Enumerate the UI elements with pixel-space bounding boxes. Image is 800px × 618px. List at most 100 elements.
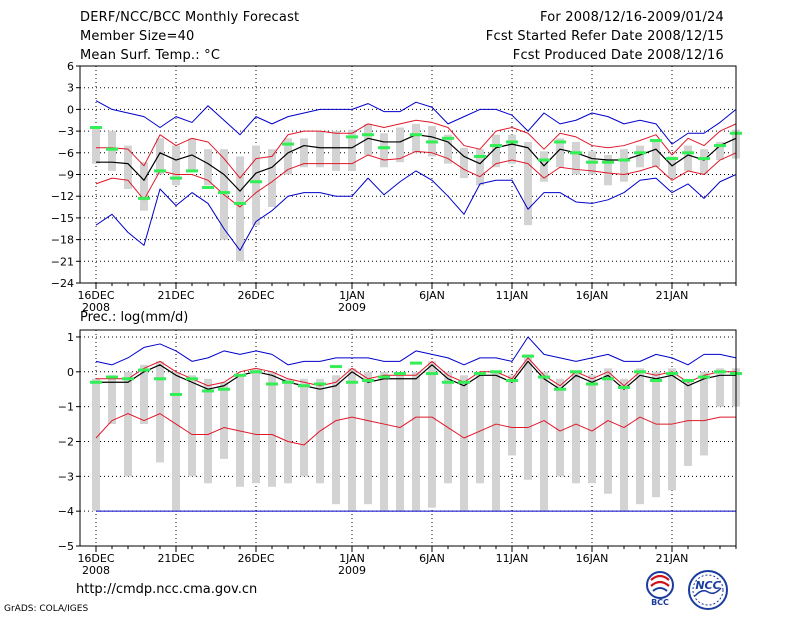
observed-marker bbox=[426, 140, 438, 144]
observed-marker bbox=[234, 373, 246, 377]
x-tick-year-label: 2008 bbox=[82, 301, 110, 314]
observed-marker bbox=[490, 144, 502, 148]
box-bar bbox=[700, 149, 708, 175]
observed-marker bbox=[634, 151, 646, 155]
observed-marker bbox=[698, 375, 710, 379]
observed-marker bbox=[634, 370, 646, 374]
y-tick-label: −15 bbox=[51, 212, 74, 225]
box-bar bbox=[492, 134, 500, 168]
observed-marker bbox=[682, 151, 694, 155]
observed-marker bbox=[90, 125, 102, 129]
observed-marker bbox=[522, 354, 534, 358]
box-bar bbox=[540, 151, 548, 182]
observed-marker bbox=[410, 361, 422, 365]
x-tick-label: 1JAN bbox=[339, 289, 365, 302]
lower-spread-line bbox=[95, 413, 736, 446]
box-bar bbox=[300, 138, 308, 168]
box-bar bbox=[92, 378, 100, 512]
bcc-logo: BCC bbox=[640, 568, 680, 610]
observed-marker bbox=[138, 196, 150, 200]
y-tick-label: 0 bbox=[67, 366, 74, 379]
observed-marker bbox=[698, 157, 710, 161]
observed-marker bbox=[90, 380, 102, 384]
variable-label: Mean Surf. Temp.: °C bbox=[80, 48, 221, 63]
upper-spread-line bbox=[96, 119, 737, 179]
box-bar bbox=[188, 375, 196, 477]
x-tick-label: 21DEC bbox=[157, 289, 194, 302]
observed-marker bbox=[602, 160, 614, 164]
box-bar bbox=[460, 147, 468, 179]
box-bar bbox=[380, 371, 388, 512]
ncc-logo-label: NCC bbox=[695, 579, 720, 592]
forecast-started-date: Fcst Started Refer Date 2008/12/15 bbox=[485, 29, 724, 44]
x-tick-label: 16DEC bbox=[77, 552, 114, 565]
box-bar bbox=[140, 364, 148, 425]
box-bar bbox=[524, 141, 532, 226]
x-tick-year-label: 2008 bbox=[82, 564, 110, 577]
observed-marker bbox=[394, 372, 406, 376]
observed-marker bbox=[570, 151, 582, 155]
observed-marker bbox=[202, 186, 214, 190]
observed-marker bbox=[410, 133, 422, 137]
box-bar bbox=[300, 378, 308, 477]
observed-marker bbox=[298, 384, 310, 388]
box-bar bbox=[652, 140, 660, 168]
source-url[interactable]: http://cmdp.ncc.cma.gov.cn bbox=[76, 582, 258, 597]
box-bar bbox=[204, 149, 212, 186]
observed-marker bbox=[666, 157, 678, 161]
box-bar bbox=[524, 354, 532, 480]
y-tick-label: −6 bbox=[58, 147, 74, 160]
box-bar bbox=[636, 368, 644, 505]
y-tick-label: −21 bbox=[51, 255, 74, 268]
box-bar bbox=[380, 133, 388, 168]
observed-marker bbox=[442, 136, 454, 140]
y-tick-label: −1 bbox=[58, 401, 74, 414]
observed-marker bbox=[714, 144, 726, 148]
box-bar bbox=[268, 371, 276, 487]
box-bar bbox=[508, 375, 516, 456]
box-bar bbox=[156, 138, 164, 175]
ncc-logo: NCC bbox=[686, 568, 730, 616]
box-bar bbox=[140, 162, 148, 211]
y-tick-label: 1 bbox=[67, 331, 74, 344]
box-bar bbox=[716, 368, 724, 407]
box-bar bbox=[108, 375, 116, 425]
box-bar bbox=[332, 131, 340, 171]
observed-marker bbox=[170, 176, 182, 180]
observed-marker bbox=[282, 142, 294, 146]
box-bar bbox=[572, 141, 580, 175]
box-bar bbox=[156, 361, 164, 463]
box-bar bbox=[172, 371, 180, 512]
x-tick-label: 6JAN bbox=[419, 289, 445, 302]
box-bar bbox=[348, 368, 356, 512]
box-bar bbox=[316, 131, 324, 168]
observed-marker bbox=[154, 377, 166, 381]
observed-marker bbox=[346, 380, 358, 384]
y-tick-label: −4 bbox=[58, 505, 74, 518]
observed-marker bbox=[378, 375, 390, 379]
box-bar bbox=[204, 378, 212, 484]
observed-marker bbox=[650, 139, 662, 143]
observed-marker bbox=[218, 387, 230, 391]
observed-marker bbox=[506, 140, 518, 144]
y-tick-label: −9 bbox=[58, 169, 74, 182]
box-bar bbox=[620, 149, 628, 182]
box-bar bbox=[540, 371, 548, 512]
plot-frame bbox=[79, 329, 737, 547]
observed-marker bbox=[538, 158, 550, 162]
box-bar bbox=[604, 154, 612, 186]
member-size: Member Size=40 bbox=[80, 29, 195, 44]
box-bar bbox=[716, 141, 724, 161]
observed-marker bbox=[234, 201, 246, 205]
x-tick-year-label: 2009 bbox=[338, 564, 366, 577]
observed-marker bbox=[378, 146, 390, 150]
x-tick-label: 16JAN bbox=[576, 552, 609, 565]
box-bar bbox=[252, 368, 260, 484]
x-tick-label: 26DEC bbox=[237, 552, 274, 565]
y-tick-label: −2 bbox=[58, 435, 74, 448]
y-tick-label: −3 bbox=[58, 470, 74, 483]
upper-spread-line bbox=[96, 357, 736, 387]
box-bar bbox=[332, 375, 340, 505]
observed-marker bbox=[250, 180, 262, 184]
y-tick-label: −3 bbox=[58, 125, 74, 138]
